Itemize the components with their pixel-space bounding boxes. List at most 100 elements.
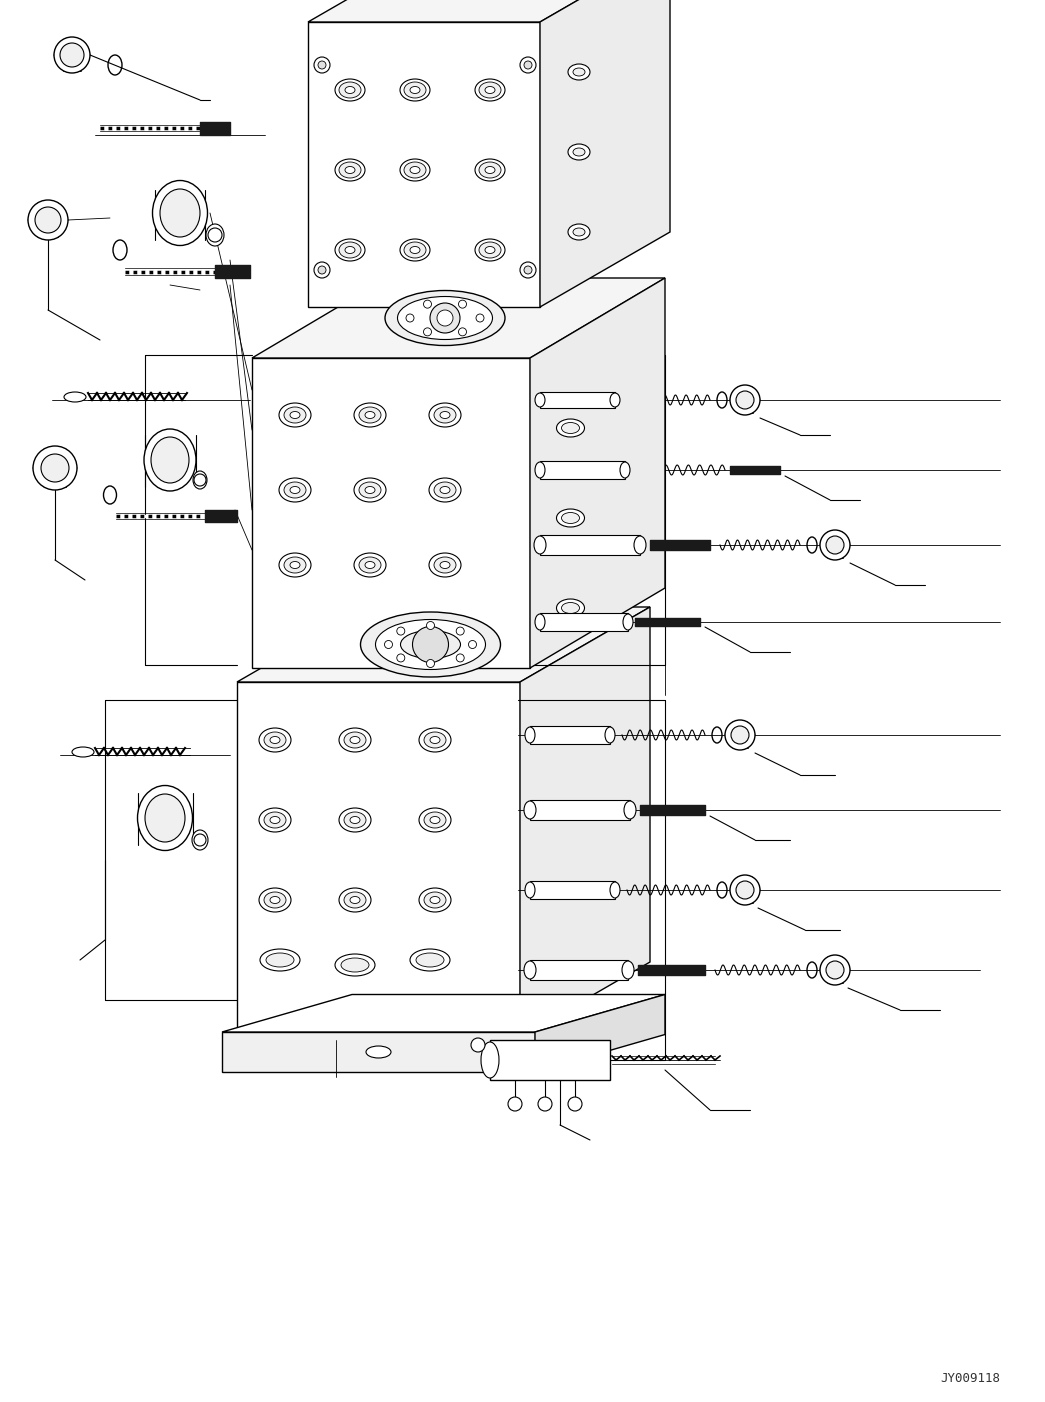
- Ellipse shape: [429, 552, 461, 578]
- Circle shape: [471, 1037, 485, 1052]
- Ellipse shape: [410, 247, 420, 254]
- Ellipse shape: [440, 486, 450, 494]
- Ellipse shape: [350, 896, 359, 903]
- Bar: [530, 726, 610, 744]
- Ellipse shape: [404, 243, 426, 258]
- Ellipse shape: [344, 732, 366, 749]
- Ellipse shape: [624, 801, 636, 819]
- Ellipse shape: [485, 87, 495, 94]
- Ellipse shape: [400, 158, 429, 181]
- Ellipse shape: [365, 561, 375, 568]
- Ellipse shape: [479, 163, 501, 178]
- Ellipse shape: [475, 238, 505, 261]
- Circle shape: [41, 454, 69, 482]
- Circle shape: [725, 721, 754, 750]
- Circle shape: [730, 875, 760, 906]
- Ellipse shape: [291, 561, 300, 568]
- Ellipse shape: [573, 149, 585, 156]
- Bar: [490, 1040, 610, 1080]
- Ellipse shape: [434, 557, 456, 573]
- Ellipse shape: [291, 486, 300, 494]
- Ellipse shape: [568, 144, 590, 160]
- Circle shape: [34, 207, 61, 233]
- Polygon shape: [222, 994, 665, 1032]
- Circle shape: [413, 627, 448, 663]
- Ellipse shape: [410, 87, 420, 94]
- Ellipse shape: [339, 887, 371, 911]
- Ellipse shape: [291, 412, 300, 419]
- Bar: [540, 536, 640, 555]
- Ellipse shape: [359, 557, 381, 573]
- Ellipse shape: [479, 243, 501, 258]
- Ellipse shape: [365, 486, 375, 494]
- Ellipse shape: [419, 728, 451, 751]
- Ellipse shape: [568, 64, 590, 80]
- Ellipse shape: [535, 614, 545, 629]
- Ellipse shape: [344, 892, 366, 908]
- Ellipse shape: [345, 87, 355, 94]
- Circle shape: [508, 1096, 522, 1110]
- Polygon shape: [237, 681, 520, 1037]
- Ellipse shape: [573, 69, 585, 76]
- Circle shape: [820, 955, 850, 986]
- Circle shape: [385, 641, 393, 649]
- Ellipse shape: [266, 953, 294, 967]
- Circle shape: [457, 627, 464, 635]
- Ellipse shape: [524, 960, 536, 979]
- Ellipse shape: [623, 614, 633, 629]
- Ellipse shape: [341, 958, 369, 972]
- Ellipse shape: [481, 1042, 500, 1078]
- Ellipse shape: [485, 247, 495, 254]
- Ellipse shape: [568, 224, 590, 240]
- Circle shape: [477, 314, 484, 322]
- Ellipse shape: [525, 882, 535, 899]
- Ellipse shape: [620, 463, 630, 478]
- Circle shape: [407, 314, 414, 322]
- Polygon shape: [308, 0, 670, 22]
- Ellipse shape: [410, 167, 420, 174]
- Ellipse shape: [145, 794, 185, 843]
- Circle shape: [568, 1096, 582, 1110]
- Ellipse shape: [429, 736, 440, 743]
- Ellipse shape: [335, 238, 365, 261]
- Ellipse shape: [525, 728, 535, 743]
- Ellipse shape: [264, 812, 286, 829]
- Ellipse shape: [138, 785, 192, 851]
- Ellipse shape: [279, 478, 311, 502]
- Ellipse shape: [270, 736, 280, 743]
- Ellipse shape: [404, 163, 426, 178]
- Ellipse shape: [397, 296, 492, 339]
- Circle shape: [736, 391, 754, 409]
- Ellipse shape: [192, 830, 208, 850]
- Ellipse shape: [270, 896, 280, 903]
- Ellipse shape: [410, 949, 450, 972]
- Ellipse shape: [279, 552, 311, 578]
- Ellipse shape: [345, 247, 355, 254]
- Ellipse shape: [424, 732, 446, 749]
- Circle shape: [423, 328, 432, 336]
- Ellipse shape: [419, 887, 451, 911]
- Ellipse shape: [610, 882, 620, 899]
- Ellipse shape: [335, 158, 365, 181]
- Bar: [540, 393, 616, 408]
- Bar: [540, 461, 625, 479]
- Ellipse shape: [160, 189, 200, 237]
- Circle shape: [194, 474, 206, 486]
- Ellipse shape: [475, 79, 505, 101]
- Ellipse shape: [354, 552, 386, 578]
- Circle shape: [732, 726, 749, 744]
- Polygon shape: [540, 0, 670, 307]
- Circle shape: [426, 621, 435, 629]
- Ellipse shape: [365, 412, 375, 419]
- Ellipse shape: [359, 407, 381, 423]
- Circle shape: [468, 641, 477, 649]
- Ellipse shape: [534, 536, 545, 554]
- Polygon shape: [530, 278, 665, 667]
- Ellipse shape: [366, 1046, 391, 1059]
- Circle shape: [730, 386, 760, 415]
- Ellipse shape: [440, 412, 450, 419]
- Ellipse shape: [561, 422, 580, 433]
- Ellipse shape: [535, 463, 545, 478]
- Circle shape: [820, 530, 850, 559]
- Text: JY009118: JY009118: [940, 1373, 1000, 1385]
